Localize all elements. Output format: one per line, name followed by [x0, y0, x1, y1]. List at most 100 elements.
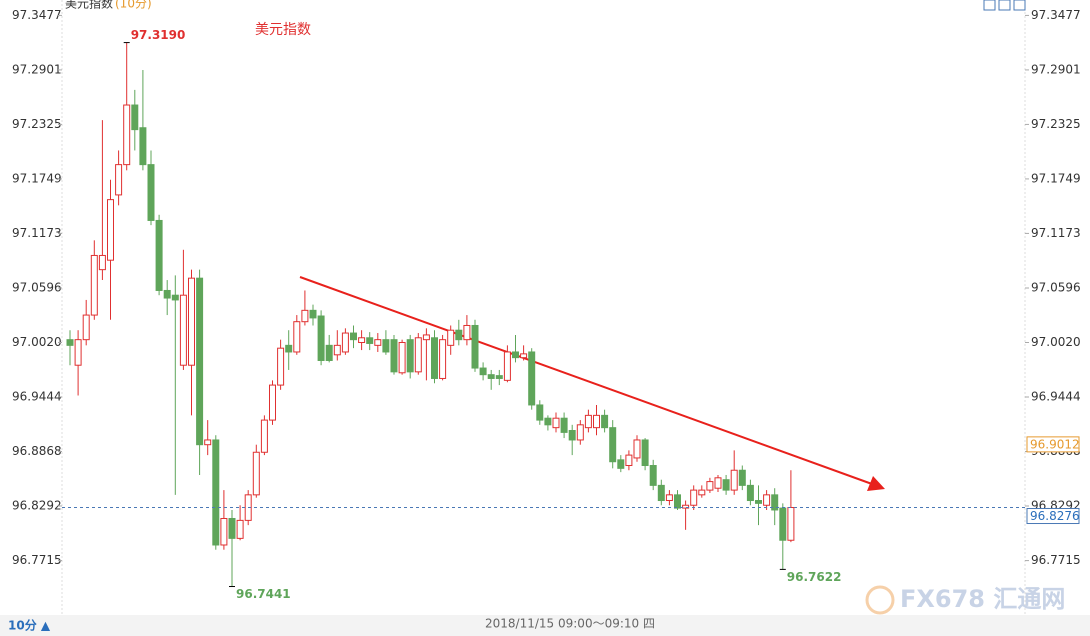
candle-body — [763, 494, 771, 506]
candle-body — [82, 314, 90, 341]
candle-body — [431, 337, 438, 379]
candle-body — [471, 324, 479, 369]
period-label: (10分) — [115, 0, 152, 11]
extreme-label: 96.7441 — [236, 587, 291, 601]
annotation: 美元指数 — [255, 22, 311, 38]
watermark: FX678 汇通网 — [900, 585, 1065, 613]
y-tick-label: 96.9444 — [12, 390, 62, 404]
candle-body — [382, 339, 390, 353]
candle-body — [601, 414, 609, 429]
candle-body — [755, 500, 762, 504]
candle-body — [463, 324, 471, 341]
y-tick-label: 97.3477 — [12, 8, 62, 22]
y-tick-label: 96.8292 — [12, 499, 62, 513]
y-tick-label: 97.0020 — [12, 335, 62, 349]
candle-body — [649, 465, 657, 486]
y-tick-label: 97.2901 — [12, 62, 62, 76]
candle-body — [301, 309, 309, 323]
y2-tick-label: 97.2325 — [1031, 117, 1081, 131]
candle-body — [512, 351, 519, 359]
candle-body — [204, 439, 212, 446]
candle-body — [107, 199, 114, 261]
footer-time: 2018/11/15 09:00～09:10 四 — [485, 617, 655, 631]
candle-body — [147, 164, 155, 221]
candle-body — [179, 294, 187, 366]
candle-body — [520, 353, 528, 359]
candle-body — [196, 277, 204, 446]
candle-body — [252, 451, 260, 496]
candle-body — [358, 337, 366, 344]
last-price-label: 96.8276 — [1030, 509, 1080, 523]
candle-body — [682, 504, 690, 509]
candle-body — [228, 517, 236, 539]
candle-body — [277, 347, 285, 386]
candle-body — [746, 484, 754, 502]
candle-body — [317, 315, 325, 361]
extreme-label: 97.3190 — [131, 28, 186, 42]
chart-title: 美元指数 — [65, 0, 113, 11]
y-tick-label: 97.1173 — [12, 226, 62, 240]
last-price-box — [1026, 508, 1080, 525]
icon[interactable] — [983, 0, 996, 11]
candle-body — [131, 104, 139, 131]
candle-body — [406, 339, 414, 373]
candle-body — [325, 344, 333, 361]
candle-body — [171, 294, 179, 301]
candle-body — [690, 489, 698, 506]
y2-tick-label: 96.7715 — [1031, 553, 1081, 567]
candle-body — [74, 339, 82, 366]
candle-body — [293, 321, 301, 353]
candle-body — [66, 339, 74, 346]
candle-body — [665, 494, 673, 502]
candle-body — [309, 309, 317, 319]
icon[interactable] — [998, 0, 1011, 11]
candle-body — [706, 481, 714, 491]
candle-body — [98, 254, 106, 271]
candle-body — [155, 219, 163, 291]
candle-body — [503, 351, 511, 381]
candle-body — [285, 344, 293, 353]
y2-tick-label: 97.3477 — [1031, 8, 1081, 22]
footer-period[interactable]: 10分 ▲ — [8, 618, 51, 633]
candle-body — [593, 414, 600, 429]
trend-line — [299, 276, 873, 485]
y2-tick-label: 97.1749 — [1031, 171, 1081, 185]
candle-body — [674, 494, 681, 509]
candle-body — [625, 454, 633, 467]
candle-body — [439, 339, 447, 379]
candle-body — [220, 517, 228, 546]
candle-body — [333, 344, 341, 356]
candle-body — [738, 469, 746, 486]
candle-body — [576, 424, 584, 441]
candle-body — [657, 484, 665, 502]
candle-body — [779, 507, 787, 541]
candle-body — [536, 404, 544, 421]
candle-body — [139, 127, 147, 166]
candle-body — [552, 417, 560, 429]
icon[interactable] — [1013, 0, 1026, 11]
y2-tick-label: 96.9444 — [1031, 390, 1081, 404]
candle-body — [260, 419, 268, 453]
trend-arrowhead — [867, 476, 885, 491]
footer-bar — [0, 615, 1090, 636]
candle-body — [641, 439, 649, 467]
candle-body — [90, 254, 98, 316]
marker-price-label: 96.9012 — [1030, 437, 1080, 451]
y2-tick-label: 97.0596 — [1031, 281, 1081, 295]
candle-body — [236, 519, 244, 539]
y-tick-label: 97.0596 — [12, 281, 62, 295]
candle-body — [390, 339, 398, 373]
candle-body — [479, 367, 487, 376]
candle-body — [188, 277, 195, 366]
candle-body — [123, 104, 131, 166]
candle-body — [341, 332, 349, 353]
toolbar-icons[interactable] — [983, 0, 1026, 11]
candle-body — [544, 417, 552, 426]
candle-body — [722, 479, 730, 491]
y-tick-label: 97.2325 — [12, 117, 62, 131]
candle-body — [584, 414, 592, 429]
candle-body — [269, 384, 276, 421]
y2-tick-label: 97.1173 — [1031, 226, 1081, 240]
